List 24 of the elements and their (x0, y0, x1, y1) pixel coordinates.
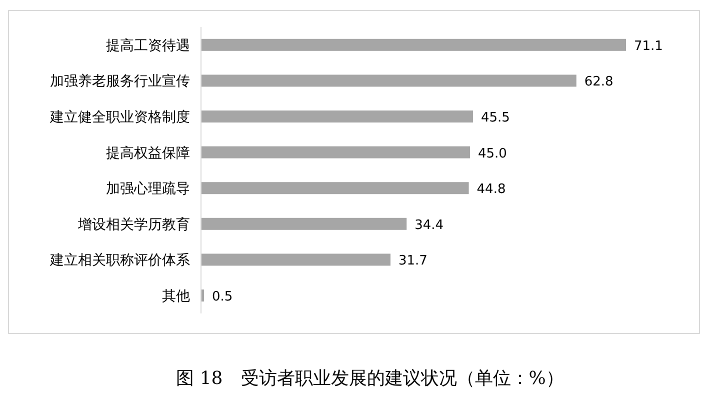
bar (201, 110, 473, 122)
y-tick-label: 建立健全职业资格制度 (49, 110, 190, 126)
data-label: 0.5 (212, 290, 233, 304)
bar (201, 146, 470, 158)
data-label: 31.7 (398, 254, 428, 269)
data-label: 44.8 (476, 182, 506, 198)
data-label: 45.5 (480, 110, 510, 126)
data-label: 45.0 (478, 146, 507, 162)
data-label: 62.8 (584, 74, 614, 90)
data-label: 34.4 (414, 218, 444, 233)
y-tick-label: 加强养老服务行业宣传 (50, 74, 190, 90)
bar (201, 182, 469, 194)
y-tick-label: 加强心理疏导 (106, 181, 190, 198)
text: 图 18 受访者职业发展的建议状况（单位：%） (176, 368, 564, 389)
y-tick-label: 其他 (162, 288, 190, 304)
bar (201, 254, 390, 266)
bar (201, 218, 407, 230)
y-tick-label: 提高权益保障 (106, 145, 190, 162)
bar (201, 74, 576, 87)
y-tick-label: 提高工资待遇 (106, 38, 190, 54)
y-tick-label: 增设相关学历教育 (77, 216, 190, 233)
data-label: 71.1 (634, 38, 663, 54)
bar (201, 38, 626, 51)
y-tick-label: 建立相关职称评价体系 (49, 252, 190, 269)
